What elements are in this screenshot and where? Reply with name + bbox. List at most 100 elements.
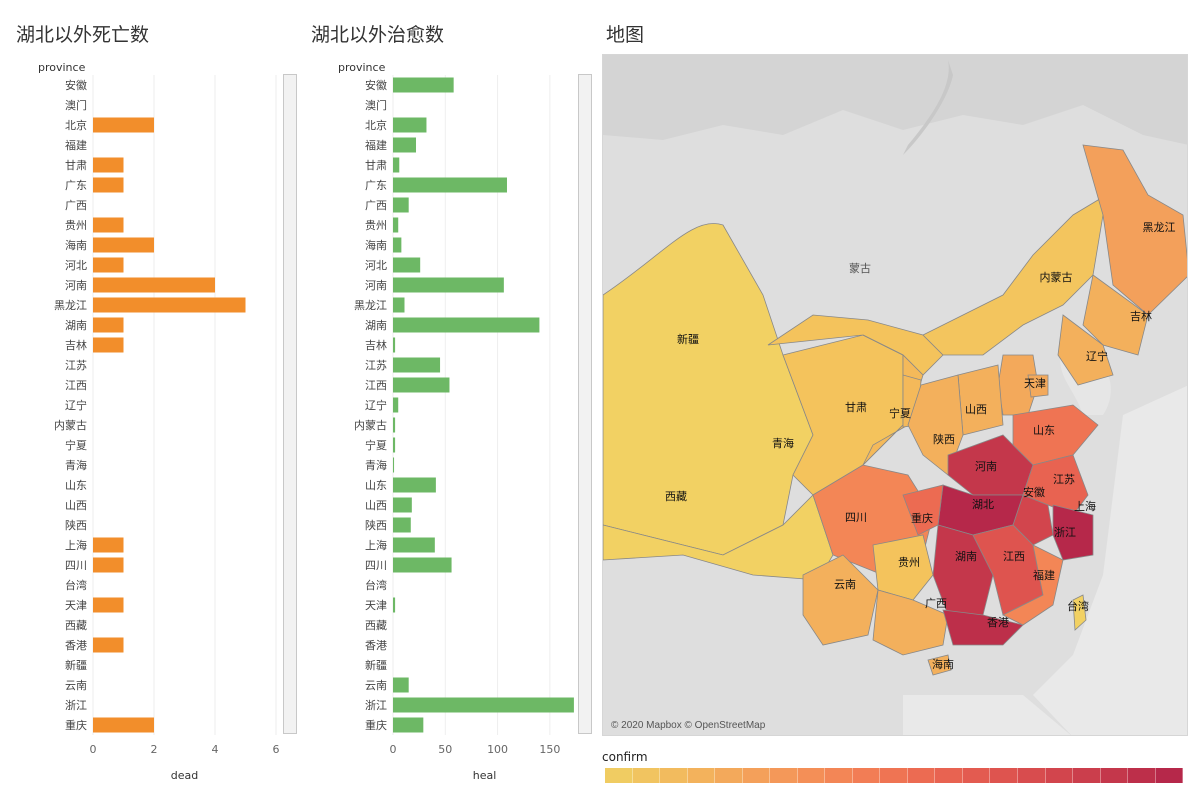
dead-category-label: 湖南 bbox=[65, 319, 87, 332]
map-lake bbox=[903, 60, 953, 155]
region-hainan[interactable] bbox=[927, 654, 952, 676]
heal-category-label: 吉林 bbox=[365, 338, 387, 352]
map-label: 山西 bbox=[965, 403, 987, 416]
region-jilin[interactable] bbox=[1082, 274, 1149, 356]
map-label: 香港 bbox=[987, 616, 1009, 629]
map-label: 台湾 bbox=[1067, 599, 1089, 613]
heal-bar bbox=[393, 517, 411, 533]
dead-category-label: 吉林 bbox=[65, 338, 87, 352]
heal-x-tick-label: 50 bbox=[438, 743, 452, 756]
map-label: 重庆 bbox=[911, 511, 933, 525]
heal-category-label: 辽宁 bbox=[365, 398, 387, 412]
heal-bar bbox=[393, 357, 441, 373]
legend-swatch bbox=[1155, 768, 1184, 783]
dead-category-label: 四川 bbox=[65, 559, 87, 572]
heal-chart-scrollbar[interactable] bbox=[578, 74, 592, 734]
map-label: 贵州 bbox=[898, 556, 920, 569]
map-label: 湖北 bbox=[972, 498, 994, 511]
heal-bar bbox=[393, 297, 405, 313]
dead-category-label: 广西 bbox=[65, 199, 87, 212]
china-map[interactable]: 蒙古 黑龙江 内蒙古 吉林 辽宁 新疆 天津 甘肃 宁夏 山西 山东 青海 陕西 河南 江苏 西藏 安徽 湖北 上海… bbox=[602, 54, 1188, 736]
heal-bar bbox=[393, 277, 504, 293]
dead-category-label: 黑龙江 bbox=[54, 299, 87, 312]
region-guizhou[interactable] bbox=[872, 534, 934, 601]
region-shanxi[interactable] bbox=[957, 364, 1004, 436]
heal-x-axis-title: heal bbox=[473, 769, 497, 782]
map-label: 云南 bbox=[834, 578, 856, 591]
legend-swatch bbox=[687, 768, 716, 783]
heal-bar bbox=[393, 317, 540, 333]
heal-bar bbox=[393, 257, 421, 273]
heal-category-label: 青海 bbox=[365, 458, 387, 472]
dead-x-tick-label: 2 bbox=[151, 743, 158, 756]
heal-bar bbox=[393, 177, 507, 193]
dead-category-label: 江苏 bbox=[65, 359, 87, 372]
dead-bar bbox=[93, 637, 124, 653]
map-label: 蒙古 bbox=[849, 262, 871, 275]
region-heilongjiang[interactable] bbox=[1082, 144, 1188, 316]
region-zhejiang[interactable] bbox=[1052, 504, 1094, 561]
region-guangxi[interactable] bbox=[872, 589, 949, 656]
map-label: 甘肃 bbox=[845, 401, 867, 414]
map-attribution: © 2020 Mapbox © OpenStreetMap bbox=[611, 720, 766, 731]
heal-category-label: 安徽 bbox=[365, 78, 387, 92]
heal-x-tick-label: 0 bbox=[390, 743, 397, 756]
region-neimenggu[interactable] bbox=[922, 184, 1124, 356]
region-guangdong[interactable] bbox=[942, 609, 1024, 646]
heal-bar bbox=[393, 117, 427, 133]
region-taiwan[interactable] bbox=[1072, 594, 1087, 631]
dead-x-axis-title: dead bbox=[171, 769, 198, 782]
dead-category-label: 山东 bbox=[65, 479, 87, 492]
map-label: 宁夏 bbox=[889, 406, 911, 420]
heal-category-label: 澳门 bbox=[365, 98, 387, 112]
dead-category-label: 澳门 bbox=[65, 98, 87, 112]
heal-bar bbox=[393, 557, 452, 573]
dead-chart-scrollbar[interactable] bbox=[283, 74, 297, 734]
map-label: 四川 bbox=[845, 511, 867, 524]
region-liaoning[interactable] bbox=[1057, 314, 1114, 386]
heal-bar bbox=[393, 497, 412, 513]
legend-swatch bbox=[1017, 768, 1046, 783]
heal-category-label: 新疆 bbox=[365, 658, 387, 672]
dead-bar bbox=[93, 237, 154, 253]
heal-category-label: 江苏 bbox=[365, 359, 387, 372]
heal-bar bbox=[393, 417, 396, 433]
region-tianjin[interactable] bbox=[1027, 374, 1049, 398]
dead-bar bbox=[93, 257, 124, 273]
heal-category-label: 台湾 bbox=[365, 578, 387, 592]
dead-category-label: 北京 bbox=[65, 118, 87, 132]
heal-category-label: 山东 bbox=[365, 479, 387, 492]
dead-category-label: 山西 bbox=[65, 499, 87, 512]
legend-swatch bbox=[770, 768, 798, 783]
heal-bar bbox=[393, 217, 399, 233]
heal-bar bbox=[393, 677, 409, 693]
heal-bar bbox=[393, 157, 400, 173]
dead-category-label: 天津 bbox=[65, 599, 87, 612]
dead-bar bbox=[93, 217, 124, 233]
legend-swatch bbox=[962, 768, 991, 783]
dead-category-label: 香港 bbox=[65, 639, 87, 652]
heal-x-tick-label: 150 bbox=[539, 743, 560, 756]
legend-swatch bbox=[660, 768, 688, 783]
heal-category-label: 陕西 bbox=[365, 518, 387, 532]
heal-category-label: 香港 bbox=[365, 639, 387, 652]
dead-category-label: 河南 bbox=[65, 279, 87, 292]
heal-bar bbox=[393, 137, 417, 153]
heal-category-label: 广东 bbox=[365, 179, 387, 192]
map-label: 青海 bbox=[772, 436, 794, 450]
heal-category-label: 江西 bbox=[365, 379, 387, 392]
region-yunnan[interactable] bbox=[802, 554, 879, 646]
legend-title: confirm bbox=[602, 750, 648, 764]
dead-category-label: 新疆 bbox=[65, 658, 87, 672]
heal-bar bbox=[393, 237, 402, 253]
heal-x-tick-label: 100 bbox=[487, 743, 508, 756]
heal-bar bbox=[393, 457, 395, 473]
dead-category-label: 辽宁 bbox=[65, 398, 87, 412]
heal-category-label: 贵州 bbox=[365, 219, 387, 232]
dead-bar bbox=[93, 157, 124, 173]
region-chongqing[interactable] bbox=[902, 484, 944, 536]
map-east-sea bbox=[1033, 385, 1187, 735]
heal-category-label: 重庆 bbox=[365, 718, 387, 732]
map-label: 内蒙古 bbox=[1040, 270, 1073, 284]
